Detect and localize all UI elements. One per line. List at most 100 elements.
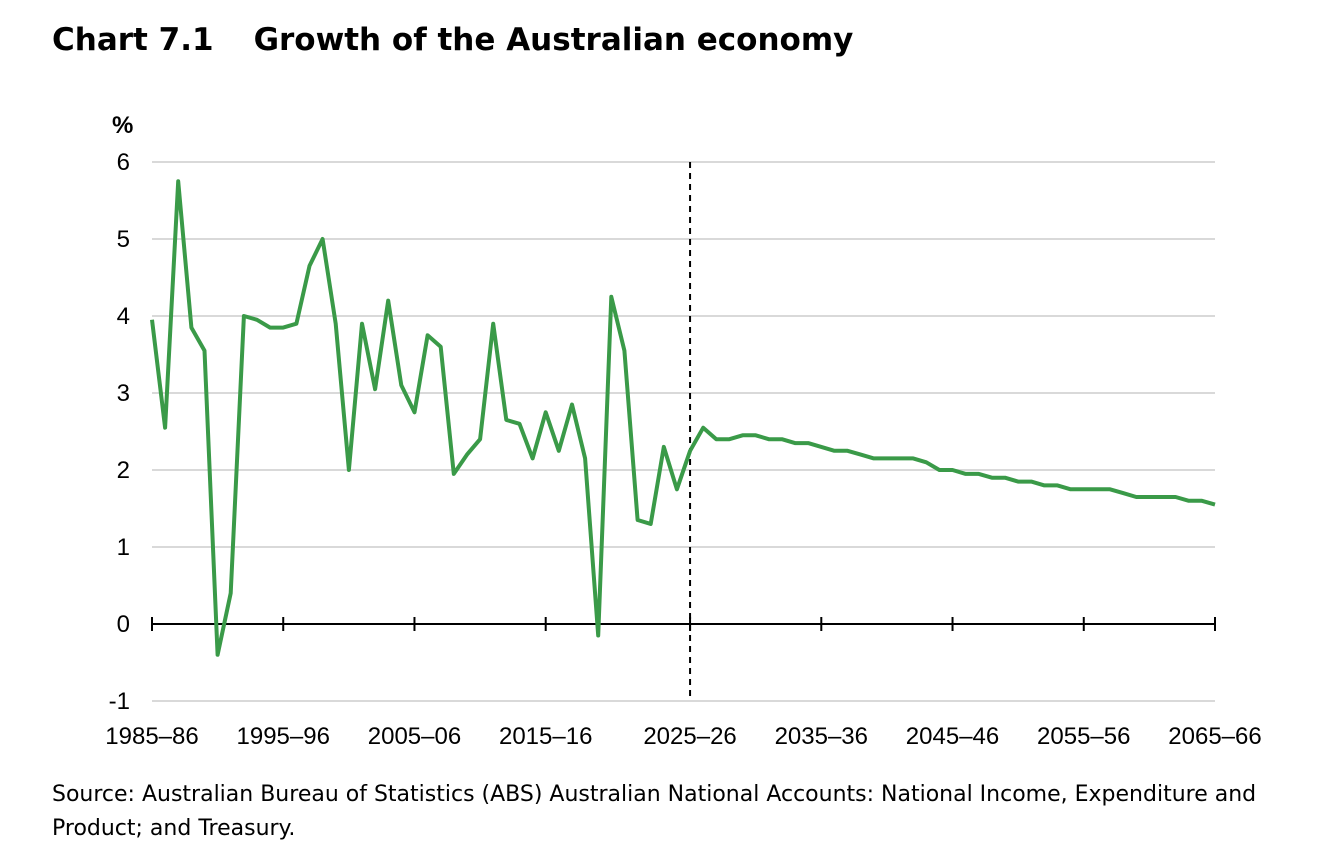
- data-point: [1056, 483, 1060, 487]
- data-point: [937, 468, 941, 472]
- data-point: [1121, 491, 1125, 495]
- data-point: [491, 322, 495, 326]
- data-point: [1200, 499, 1204, 503]
- data-point: [819, 445, 823, 449]
- data-point: [1147, 495, 1151, 499]
- x-tick-label: 1985–86: [105, 723, 198, 750]
- data-point: [1095, 487, 1099, 491]
- x-tick-label: 2005–06: [368, 723, 461, 750]
- data-point: [150, 318, 154, 322]
- x-tick-label: 2015–16: [499, 723, 592, 750]
- data-point: [649, 522, 653, 526]
- data-point: [806, 441, 810, 445]
- data-point: [688, 449, 692, 453]
- data-point: [386, 299, 390, 303]
- data-point: [596, 634, 600, 638]
- data-point: [1003, 476, 1007, 480]
- chart-title-text: Growth of the Australian economy: [253, 22, 854, 58]
- data-point: [1134, 495, 1138, 499]
- data-point: [203, 349, 207, 353]
- x-tick-label: 2035–36: [775, 723, 868, 750]
- x-axis: [151, 617, 1216, 631]
- data-point: [1174, 495, 1178, 499]
- data-point: [452, 472, 456, 476]
- y-tick-label: 5: [117, 226, 130, 253]
- data-point: [1213, 503, 1217, 507]
- data-point: [924, 460, 928, 464]
- data-point: [727, 437, 731, 441]
- data-point: [583, 456, 587, 460]
- data-point: [504, 418, 508, 422]
- data-point: [1029, 480, 1033, 484]
- data-point: [413, 410, 417, 414]
- data-point: [1082, 487, 1086, 491]
- data-point: [281, 326, 285, 330]
- data-point: [662, 445, 666, 449]
- data-point: [216, 653, 220, 657]
- data-point: [268, 326, 272, 330]
- data-point: [832, 449, 836, 453]
- data-point: [1016, 480, 1020, 484]
- data-point: [701, 426, 705, 430]
- x-tick-label: 2065–66: [1168, 723, 1261, 750]
- y-tick-label: 2: [117, 457, 130, 484]
- data-point: [399, 383, 403, 387]
- data-point: [885, 456, 889, 460]
- data-point: [189, 326, 193, 330]
- data-point: [741, 433, 745, 437]
- data-point: [294, 322, 298, 326]
- data-point: [1161, 495, 1165, 499]
- data-point: [544, 410, 548, 414]
- data-point: [977, 472, 981, 476]
- data-point: [714, 437, 718, 441]
- y-tick-label: 4: [117, 303, 130, 330]
- data-point: [242, 314, 246, 318]
- data-point: [163, 426, 167, 430]
- data-point: [636, 518, 640, 522]
- data-point: [255, 318, 259, 322]
- data-point: [793, 441, 797, 445]
- data-point: [518, 422, 522, 426]
- data-point: [964, 472, 968, 476]
- data-point: [1042, 483, 1046, 487]
- data-point: [334, 322, 338, 326]
- data-point: [754, 433, 758, 437]
- data-point: [308, 264, 312, 268]
- y-axis-tick-labels: -1 0 1 2 3 4 5 6: [109, 149, 130, 715]
- data-point: [176, 179, 180, 183]
- data-point: [846, 449, 850, 453]
- data-point: [990, 476, 994, 480]
- grid-lines: [152, 161, 1215, 702]
- y-tick-label: 6: [117, 149, 130, 176]
- data-point: [1108, 487, 1112, 491]
- x-tick-label: 2025–26: [643, 723, 736, 750]
- chart-number: Chart 7.1: [52, 22, 214, 58]
- data-point: [426, 333, 430, 337]
- x-axis-tick-labels: 1985–86 1995–96 2005–06 2015–16 2025–26 2035–…: [105, 723, 1261, 750]
- x-tick-label: 1995–96: [237, 723, 330, 750]
- y-axis-label: %: [112, 112, 133, 139]
- data-point: [531, 456, 535, 460]
- data-point: [1069, 487, 1073, 491]
- data-point: [229, 591, 233, 595]
- x-tick-label: 2045–46: [906, 723, 999, 750]
- data-points: [150, 179, 1217, 657]
- chart-title: Chart 7.1 Growth of the Australian econom…: [52, 22, 853, 58]
- y-tick-label: 3: [117, 380, 130, 407]
- data-point: [570, 403, 574, 407]
- x-tick-label: 2055–56: [1037, 723, 1130, 750]
- data-point: [767, 437, 771, 441]
- source-note: Source: Australian Bureau of Statistics …: [52, 782, 1257, 841]
- data-point: [675, 487, 679, 491]
- data-point: [609, 295, 613, 299]
- data-point: [898, 456, 902, 460]
- data-point: [373, 387, 377, 391]
- data-point: [859, 453, 863, 457]
- data-point: [780, 437, 784, 441]
- data-point: [439, 345, 443, 349]
- data-point: [478, 437, 482, 441]
- y-tick-label: -1: [109, 688, 130, 715]
- data-point: [1187, 499, 1191, 503]
- data-point: [557, 449, 561, 453]
